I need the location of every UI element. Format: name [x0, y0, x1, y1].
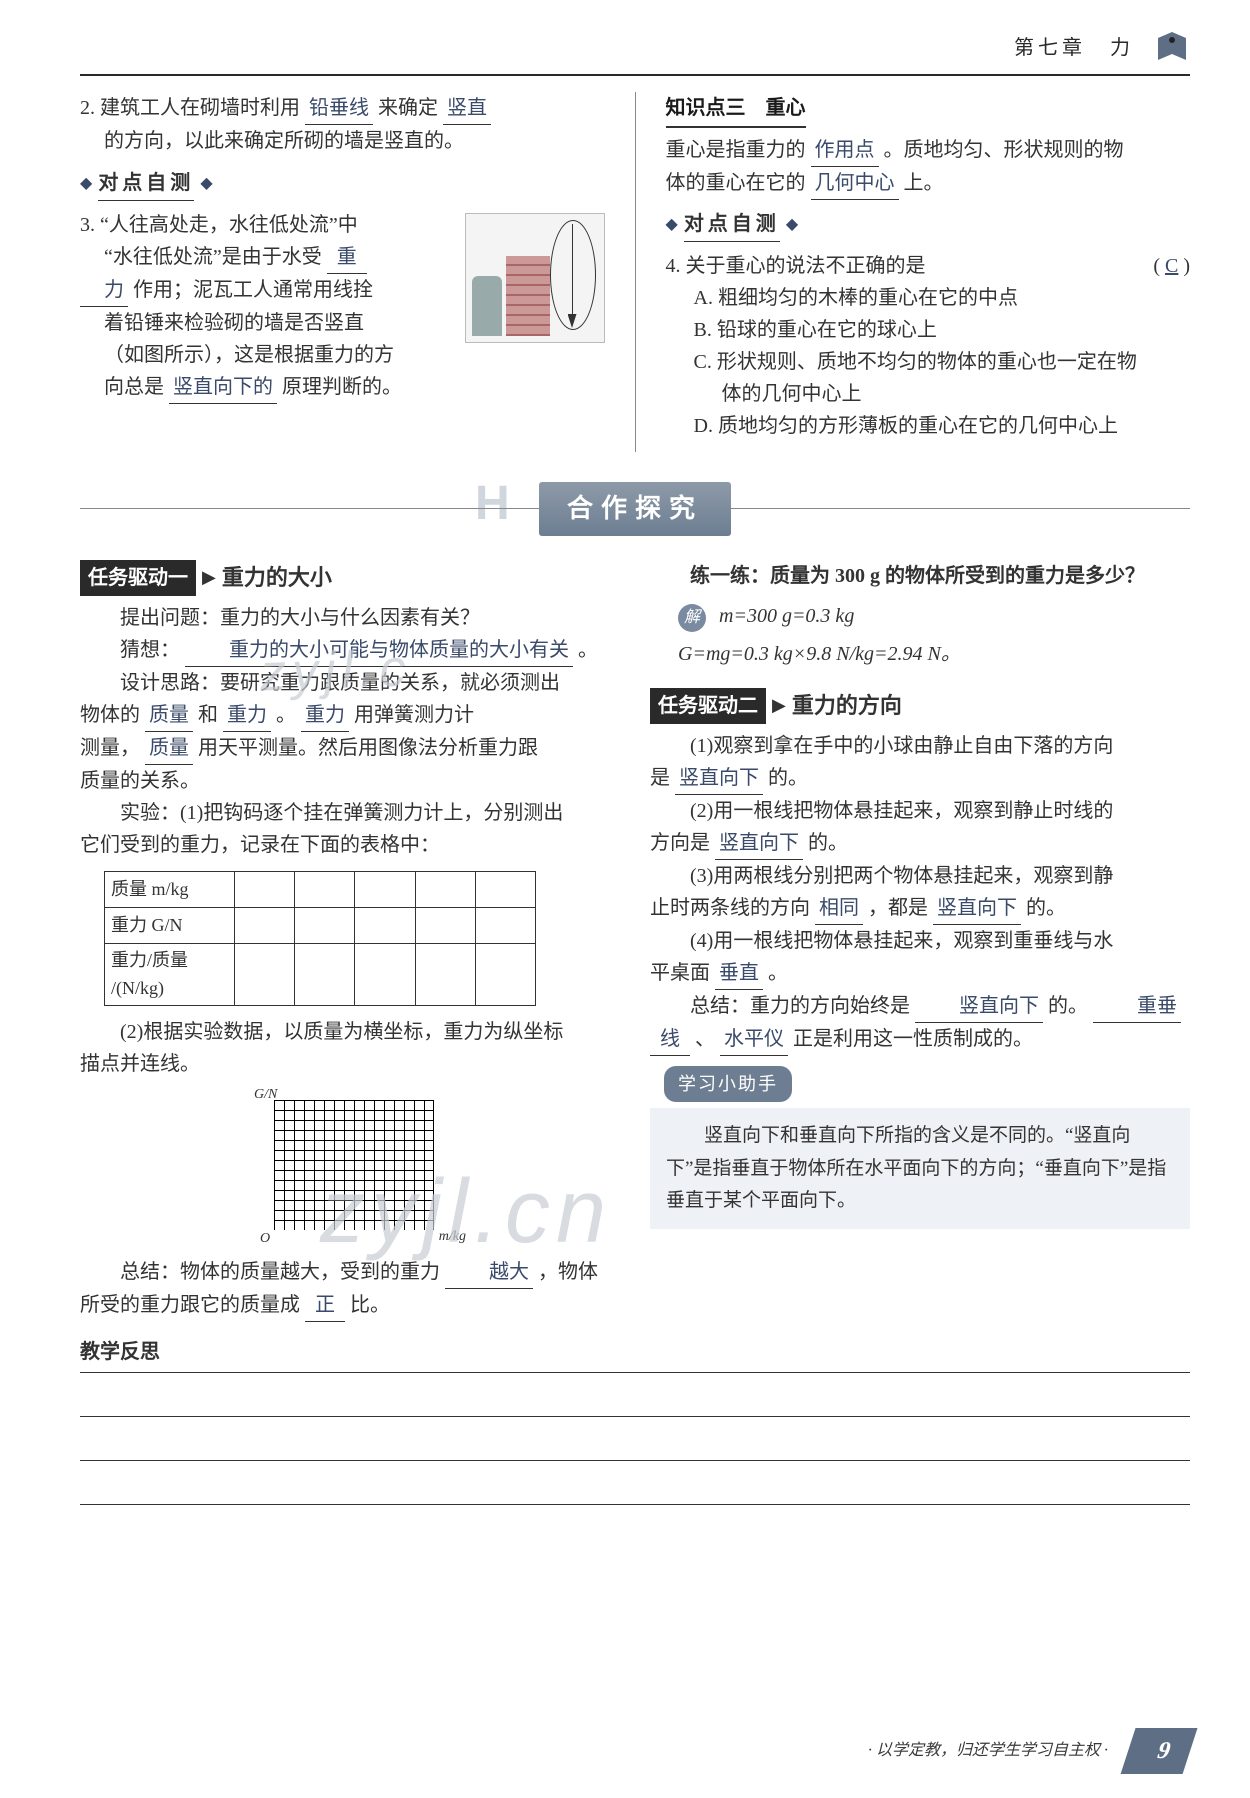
q4-option-c2: 体的几何中心上 — [666, 378, 1191, 410]
q4-option-b: B. 铅球的重心在它的球心上 — [666, 314, 1191, 346]
table-row: 重力 G/N — [105, 907, 536, 943]
kp3-line-1: 重心是指重力的 作用点 。质地均匀、形状规则的物 — [666, 134, 1191, 167]
row-label-ratio: 重力/质量 /(N/kg) — [105, 943, 235, 1006]
q3-line-f: 向总是 竖直向下的 原理判断的。 — [80, 371, 605, 404]
t2-p4a: (4)用一根线把物体悬挂起来，观察到重垂线与水 — [650, 925, 1190, 957]
task1-exp2b: 描点并连线。 — [80, 1048, 620, 1080]
task1-design2: 物体的 质量 和 重力 。 重力 用弹簧测力计 — [80, 699, 620, 732]
self-test-header-right: ◆ 对点自测 ◆ — [666, 208, 1191, 242]
q4-answer-paren: ( C ) — [1153, 250, 1190, 282]
table-row: 质量 m/kg — [105, 871, 536, 907]
helper-box: 竖直向下和垂直向下所指的含义是不同的。“竖直向下”是指垂直于物体所在水平面向下的… — [650, 1108, 1190, 1229]
helper-section: 学习小助手 竖直向下和垂直向下所指的含义是不同的。“竖直向下”是指垂直于物体所在… — [650, 1056, 1190, 1230]
diamond-icon: ◆ — [200, 171, 212, 197]
reflect-line — [80, 1417, 1190, 1461]
row-label-gravity: 重力 G/N — [105, 907, 235, 943]
solve-badge: 解 — [678, 604, 706, 632]
page-footer: · 以学定教，归还学生学习自主权 · 9 — [868, 1728, 1190, 1774]
reflect-line — [80, 1373, 1190, 1417]
page-number: 9 — [1120, 1728, 1197, 1774]
task-1-tag: 任务驱动一 — [80, 560, 196, 596]
task-2-title: 重力的方向 — [792, 688, 902, 723]
task1-exp1b: 它们受到的重力，记录在下面的表格中： — [80, 829, 620, 861]
q2-fill-2: 竖直 — [443, 92, 491, 125]
t2-sum1: 总结：重力的方向始终是 竖直向下 的。 重垂 — [650, 990, 1190, 1023]
footer-tagline: · 以学定教，归还学生学习自主权 · — [868, 1738, 1108, 1764]
book-icon — [1154, 30, 1190, 66]
chapter-title: 第七章 力 — [1014, 32, 1134, 64]
banner-title: 合作探究 — [539, 482, 731, 536]
upper-left-col: 2. 建筑工人在砌墙时利用 铅垂线 来确定 竖直 的方向，以此来确定所砌的墙是竖… — [80, 92, 605, 452]
column-divider — [635, 92, 636, 452]
data-table: 质量 m/kg 重力 G/N 重力/质量 /(N/kg) — [104, 871, 536, 1007]
task1-design1: 设计思路：要研究重力跟质量的关系，就必须测出 — [80, 667, 620, 699]
q4-option-d: D. 质地均匀的方形薄板的重心在它的几何中心上 — [666, 410, 1191, 442]
task1-design4: 质量的关系。 — [80, 765, 620, 797]
q4-stem: 4. 关于重心的说法不正确的是 — [666, 250, 926, 282]
kp3-line-2: 体的重心在它的 几何中心 上。 — [666, 167, 1191, 200]
diamond-icon: ◆ — [666, 212, 678, 238]
task1-guess: 猜想： 重力的大小可能与物体质量的大小有关 。 — [80, 634, 620, 667]
task-1-title: 重力的大小 — [222, 560, 332, 595]
question-4: 4. 关于重心的说法不正确的是 ( C ) A. 粗细均匀的木棒的重心在它的中点… — [666, 250, 1191, 442]
t2-p3b: 止时两条线的方向 相同 ，都是 竖直向下 的。 — [650, 892, 1190, 925]
page-header: 第七章 力 — [80, 30, 1190, 66]
self-test-label: 对点自测 — [98, 167, 194, 201]
q2-prefix: 2. 建筑工人在砌墙时利用 — [80, 97, 300, 119]
practice-q: 练一练：质量为 300 g 的物体所受到的重力是多少？ — [650, 560, 1190, 592]
question-2: 2. 建筑工人在砌墙时利用 铅垂线 来确定 竖直 的方向，以此来确定所砌的墙是竖… — [80, 92, 605, 157]
task1-summary2: 所受的重力跟它的质量成 正 比。 — [80, 1289, 620, 1322]
section-banner: H 合作探究 — [80, 482, 1190, 536]
practice-step1: 解 m=300 g=0.3 kg — [678, 600, 1190, 632]
diamond-icon: ◆ — [786, 212, 798, 238]
banner-h-icon: H — [475, 466, 510, 543]
t2-p1b: 是 竖直向下 的。 — [650, 762, 1190, 795]
t2-p2b: 方向是 竖直向下 的。 — [650, 827, 1190, 860]
lower-right-col: 练一练：质量为 300 g 的物体所受到的重力是多少？ 解 m=300 g=0.… — [650, 560, 1190, 1323]
upper-right-col: 知识点三 重心 重心是指重力的 作用点 。质地均匀、形状规则的物 体的重心在它的… — [666, 92, 1191, 452]
task-2-header: 任务驱动二 ▶ 重力的方向 — [650, 688, 902, 724]
knowledge-point-3: 知识点三 重心 — [666, 92, 806, 128]
x-axis-label: m/kg — [439, 1226, 466, 1248]
q2-mid: 来确定 — [378, 97, 438, 119]
task1-exp1a: 实验：(1)把钩码逐个挂在弹簧测力计上，分别测出 — [80, 797, 620, 829]
task-1-header: 任务驱动一 ▶ 重力的大小 — [80, 560, 332, 596]
q2-tail: 的方向，以此来确定所砌的墙是竖直的。 — [80, 130, 464, 152]
q2-fill-1: 铅垂线 — [305, 92, 373, 125]
practice-step2: G=mg=0.3 kg×9.8 N/kg=2.94 N。 — [678, 638, 1190, 670]
y-axis-label: G/N — [254, 1084, 277, 1106]
header-rule — [80, 74, 1190, 76]
question-3: 3. “人往高处走，水往低处流”中 “水往低处流”是由于水受 重 力 作用；泥瓦… — [80, 209, 605, 404]
diamond-icon: ◆ — [80, 171, 92, 197]
helper-body: 竖直向下和垂直向下所指的含义是不同的。“竖直向下”是指垂直于物体所在水平面向下的… — [666, 1120, 1174, 1217]
t2-p4b: 平桌面 垂直 。 — [650, 957, 1190, 990]
self-test-label: 对点自测 — [684, 208, 780, 242]
upper-columns: 2. 建筑工人在砌墙时利用 铅垂线 来确定 竖直 的方向，以此来确定所砌的墙是竖… — [80, 92, 1190, 452]
lower-columns: 任务驱动一 ▶ 重力的大小 提出问题：重力的大小与什么因素有关？ 猜想： 重力的… — [80, 560, 1190, 1323]
q3-line-e: （如图所示），这是根据重力的方 — [80, 339, 605, 371]
origin-label: O — [260, 1228, 270, 1250]
task1-design3: 测量， 质量 用天平测量。然后用图像法分析重力跟 — [80, 732, 620, 765]
task1-summary1: 总结：物体的质量越大，受到的重力 越大 ，物体 — [80, 1256, 620, 1289]
reflect-label: 教学反思 — [80, 1336, 1190, 1368]
self-test-header-left: ◆ 对点自测 ◆ — [80, 167, 605, 201]
arrow-icon: ▶ — [772, 691, 786, 720]
helper-tag: 学习小助手 — [664, 1066, 792, 1103]
t2-p2a: (2)用一根线把物体悬挂起来，观察到静止时线的 — [650, 795, 1190, 827]
t2-p1a: (1)观察到拿在手中的小球由静止自由下落的方向 — [650, 730, 1190, 762]
row-label-mass: 质量 m/kg — [105, 871, 235, 907]
task-2-tag: 任务驱动二 — [650, 688, 766, 724]
task1-exp2a: (2)根据实验数据，以质量为横坐标，重力为纵坐标 — [80, 1016, 620, 1048]
plumb-line-illustration — [465, 213, 605, 343]
task1-q: 提出问题：重力的大小与什么因素有关？ — [80, 602, 620, 634]
q4-option-a: A. 粗细均匀的木棒的重心在它的中点 — [666, 282, 1191, 314]
t2-p3a: (3)用两根线分别把两个物体悬挂起来，观察到静 — [650, 860, 1190, 892]
t2-sum2: 线 、 水平仪 正是利用这一性质制成的。 — [650, 1023, 1190, 1056]
reflect-line — [80, 1461, 1190, 1505]
q4-option-c1: C. 形状规则、质地不均匀的物体的重心也一定在物 — [666, 346, 1191, 378]
arrow-icon: ▶ — [202, 563, 216, 592]
lower-left-col: 任务驱动一 ▶ 重力的大小 提出问题：重力的大小与什么因素有关？ 猜想： 重力的… — [80, 560, 620, 1323]
blank-grid-chart: G/N m/kg O — [250, 1088, 450, 1248]
table-row: 重力/质量 /(N/kg) — [105, 943, 536, 1006]
